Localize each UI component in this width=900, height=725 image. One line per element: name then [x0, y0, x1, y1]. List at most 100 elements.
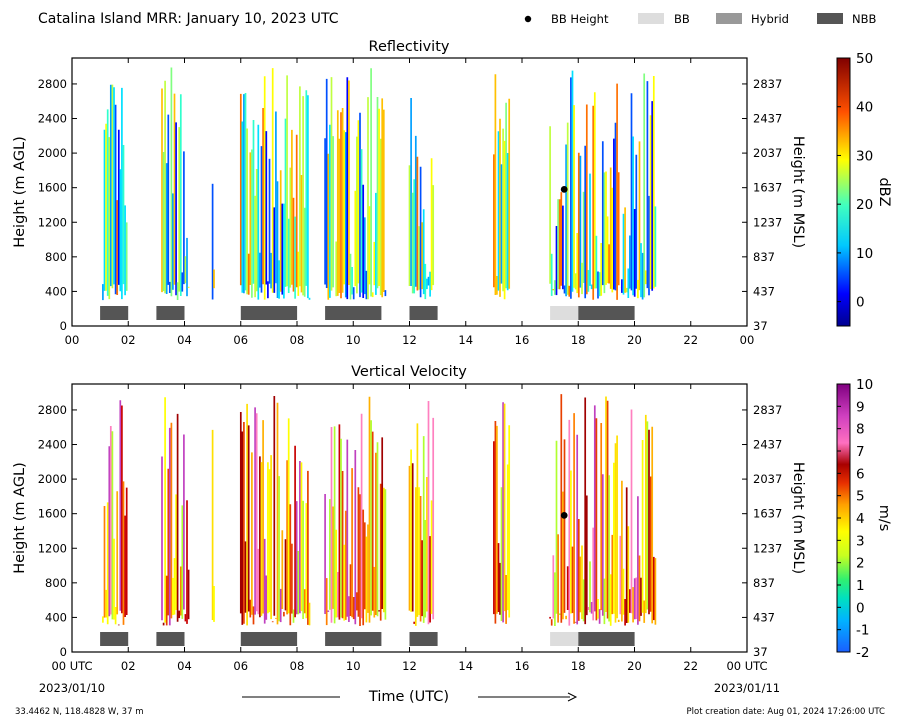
bb-height-point	[560, 186, 568, 193]
xlabel-arrow-head	[567, 692, 578, 702]
colorbar-tick-label: 10	[856, 377, 873, 393]
y-tick-label-right: 437	[753, 284, 775, 298]
velocity-colorbar-label: m/s	[876, 505, 892, 532]
y-tick-label: 400	[45, 284, 67, 298]
band-nbb	[325, 306, 382, 320]
y-tick-label: 2400	[38, 112, 67, 126]
y-tick-label-right: 1237	[753, 541, 782, 555]
y-tick-label: 0	[60, 319, 67, 333]
x-tick-label: 02	[121, 333, 136, 347]
x-tick-label: 14	[458, 333, 473, 347]
figure-title: Catalina Island MRR: January 10, 2023 UT…	[38, 11, 339, 27]
reflectivity-colorbar	[836, 57, 851, 327]
reflectivity-ylabel-right: Height (m MSL)	[790, 136, 806, 248]
x-tick-label: 00 UTC	[51, 659, 92, 673]
xlabel: Time (UTC)	[368, 689, 449, 705]
x-tick-label: 00	[740, 333, 755, 347]
x-tick-label: 06	[233, 333, 248, 347]
y-tick-label: 1600	[38, 181, 67, 195]
colorbar-tick-label: 40	[856, 100, 873, 116]
band-nbb	[240, 632, 298, 646]
x-tick-label: 00 UTC	[726, 659, 767, 673]
y-tick-label: 1600	[38, 507, 67, 521]
band-nbb	[578, 632, 635, 646]
echo-segment	[161, 67, 190, 300]
x-tick-label: 12	[402, 333, 417, 347]
echo-segment	[102, 400, 128, 626]
colorbar-tick-label: 0	[856, 600, 865, 616]
colorbar-tick-label: 6	[856, 466, 865, 482]
band-nbb	[409, 632, 438, 646]
legend-nbb-swatch	[817, 13, 843, 24]
y-tick-label: 800	[45, 250, 67, 264]
y-tick-label-right: 2837	[753, 403, 782, 417]
band-nbb	[240, 306, 298, 320]
x-tick-label: 20	[627, 659, 642, 673]
echo-segment	[324, 68, 387, 300]
colorbar-tick-label: 7	[856, 444, 865, 460]
colorbar-tick-label: 4	[856, 511, 865, 527]
y-tick-label-right: 2437	[753, 438, 782, 452]
bb-height-point	[560, 512, 568, 519]
echo-segment	[493, 402, 511, 624]
y-tick-label: 400	[45, 610, 67, 624]
reflectivity-title: Reflectivity	[369, 39, 450, 55]
start-date-label: 2023/01/10	[39, 681, 105, 695]
colorbar-tick-label: 10	[856, 246, 873, 262]
y-tick-label: 1200	[38, 541, 67, 555]
velocity-title: Vertical Velocity	[351, 364, 467, 380]
colorbar-tick-label: 8	[856, 422, 865, 438]
reflectivity-ylabel-left: Height (m AGL)	[12, 136, 28, 248]
x-tick-label: 10	[346, 659, 361, 673]
echo-segment	[161, 397, 190, 626]
reflectivity-panel: Reflectivity 00 02 04 06 08 10 12 14 16 18 20 22 000…	[12, 39, 892, 347]
velocity-ylabel-right: Height (m MSL)	[790, 462, 806, 574]
y-tick-label: 1200	[38, 215, 67, 229]
band-nbb	[100, 632, 129, 646]
x-tick-label: 16	[515, 333, 530, 347]
band-bb	[550, 632, 579, 646]
echo-segment	[324, 396, 387, 626]
y-tick-label-right: 1637	[753, 507, 782, 521]
legend-hybrid-swatch	[716, 13, 742, 24]
x-tick-label: 02	[121, 659, 136, 673]
end-date-label: 2023/01/11	[714, 681, 780, 695]
echo-segment	[408, 98, 435, 300]
colorbar-tick-label: 1	[856, 578, 865, 594]
echo-segment	[493, 74, 511, 300]
y-tick-label: 2000	[38, 146, 67, 160]
colorbar-tick-label: 9	[856, 399, 865, 415]
reflectivity-colorbar-label: dBZ	[876, 177, 892, 206]
band-nbb	[325, 632, 382, 646]
x-tick-label: 14	[458, 659, 473, 673]
legend-bb-height-label: BB Height	[551, 12, 609, 26]
x-tick-label: 22	[683, 659, 698, 673]
band-nbb	[100, 306, 129, 320]
y-tick-label-right: 37	[753, 645, 768, 659]
y-tick-label: 800	[45, 576, 67, 590]
y-tick-label-right: 1637	[753, 181, 782, 195]
y-tick-label: 0	[60, 645, 67, 659]
legend-bb-height-marker	[524, 15, 532, 23]
band-bb	[550, 306, 579, 320]
x-tick-label: 04	[177, 659, 192, 673]
y-tick-label: 2000	[38, 472, 67, 486]
y-tick-label-right: 2837	[753, 77, 782, 91]
band-nbb	[156, 632, 185, 646]
y-tick-label-right: 1237	[753, 215, 782, 229]
x-tick-label: 08	[290, 659, 305, 673]
band-nbb	[578, 306, 635, 320]
x-tick-label: 04	[177, 333, 192, 347]
x-tick-label: 18	[571, 333, 586, 347]
colorbar-tick-label: -2	[856, 645, 869, 661]
legend: BB Height BB Hybrid NBB	[524, 12, 876, 26]
y-tick-label-right: 837	[753, 250, 775, 264]
legend-hybrid-label: Hybrid	[751, 12, 789, 26]
colorbar-tick-label: 20	[856, 197, 873, 213]
y-tick-label-right: 2037	[753, 472, 782, 486]
echo-segment	[239, 68, 311, 300]
x-tick-label: 06	[233, 659, 248, 673]
y-tick-label-right: 437	[753, 610, 775, 624]
colorbar-tick-label: 50	[856, 51, 873, 67]
